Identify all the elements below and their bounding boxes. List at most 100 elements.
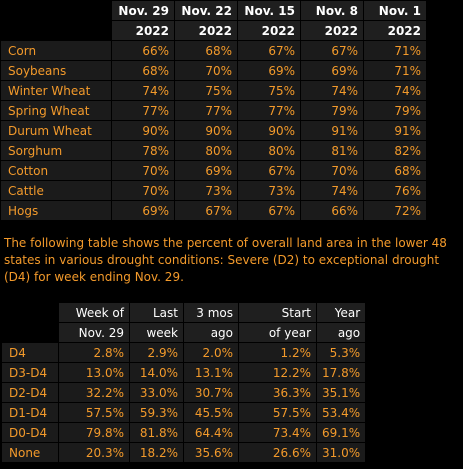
header-corner bbox=[2, 303, 58, 322]
table-row: Spring Wheat 77% 77% 77% 79% 79% bbox=[1, 101, 426, 120]
cell-value: 73% bbox=[238, 181, 300, 200]
cell-value: 66% bbox=[112, 41, 174, 60]
cell-value: 90% bbox=[175, 121, 237, 140]
cell-value: 68% bbox=[364, 161, 426, 180]
col-header-year: 2022 bbox=[364, 21, 426, 40]
cell-value: 33.0% bbox=[130, 383, 183, 402]
cell-value: 64.4% bbox=[184, 423, 238, 442]
header-corner bbox=[1, 21, 111, 40]
row-label: Spring Wheat bbox=[1, 101, 111, 120]
table-row: D0-D4 79.8% 81.8% 64.4% 73.4% 69.1% bbox=[2, 423, 366, 442]
cell-value: 70% bbox=[112, 181, 174, 200]
cell-value: 91% bbox=[301, 121, 363, 140]
cell-value: 71% bbox=[364, 41, 426, 60]
cell-value: 13.1% bbox=[184, 363, 238, 382]
cell-value: 14.0% bbox=[130, 363, 183, 382]
cell-value: 67% bbox=[238, 41, 300, 60]
cell-value: 2.9% bbox=[130, 343, 183, 362]
col-header: Nov. 29 bbox=[59, 323, 129, 342]
col-header: of year bbox=[239, 323, 316, 342]
col-header: week bbox=[130, 323, 183, 342]
table-row: Cotton 70% 69% 67% 70% 68% bbox=[1, 161, 426, 180]
cell-value: 68% bbox=[112, 61, 174, 80]
cell-value: 90% bbox=[112, 121, 174, 140]
col-header: Start bbox=[239, 303, 316, 322]
cell-value: 17.8% bbox=[317, 363, 366, 382]
header-corner bbox=[1, 1, 111, 20]
col-header-date: Nov. 29 bbox=[112, 1, 174, 20]
cell-value: 69.1% bbox=[317, 423, 366, 442]
cell-value: 53.4% bbox=[317, 403, 366, 422]
cell-value: 74% bbox=[112, 81, 174, 100]
cell-value: 20.3% bbox=[59, 443, 129, 462]
col-header: Week of bbox=[59, 303, 129, 322]
cell-value: 77% bbox=[175, 101, 237, 120]
cell-value: 67% bbox=[175, 201, 237, 220]
cell-value: 32.2% bbox=[59, 383, 129, 402]
row-label: Hogs bbox=[1, 201, 111, 220]
table-row: D2-D4 32.2% 33.0% 30.7% 36.3% 35.1% bbox=[2, 383, 366, 402]
table-row: D3-D4 13.0% 14.0% 13.1% 12.2% 17.8% bbox=[2, 363, 366, 382]
cell-value: 67% bbox=[238, 201, 300, 220]
cell-value: 71% bbox=[364, 61, 426, 80]
cell-value: 73.4% bbox=[239, 423, 316, 442]
drought-condition-table: Week of Last 3 mos Start Year Nov. 29 we… bbox=[1, 302, 366, 463]
cell-value: 82% bbox=[364, 141, 426, 160]
cell-value: 13.0% bbox=[59, 363, 129, 382]
row-label: Corn bbox=[1, 41, 111, 60]
row-label: D3-D4 bbox=[2, 363, 58, 382]
header-row-dates: Nov. 29 Nov. 22 Nov. 15 Nov. 8 Nov. 1 bbox=[1, 1, 426, 20]
cell-value: 91% bbox=[364, 121, 426, 140]
table-row: Hogs 69% 67% 67% 66% 72% bbox=[1, 201, 426, 220]
cell-value: 81% bbox=[301, 141, 363, 160]
col-header: Last bbox=[130, 303, 183, 322]
cell-value: 79.8% bbox=[59, 423, 129, 442]
col-header: Year bbox=[317, 303, 366, 322]
col-header: 3 mos bbox=[184, 303, 238, 322]
cell-value: 59.3% bbox=[130, 403, 183, 422]
cell-value: 30.7% bbox=[184, 383, 238, 402]
cell-value: 90% bbox=[238, 121, 300, 140]
col-header-date: Nov. 22 bbox=[175, 1, 237, 20]
row-label: D1-D4 bbox=[2, 403, 58, 422]
table-row: Corn 66% 68% 67% 67% 71% bbox=[1, 41, 426, 60]
cell-value: 68% bbox=[175, 41, 237, 60]
cell-value: 76% bbox=[364, 181, 426, 200]
row-label: Durum Wheat bbox=[1, 121, 111, 140]
cell-value: 79% bbox=[301, 101, 363, 120]
table-row: D4 2.8% 2.9% 2.0% 1.2% 5.3% bbox=[2, 343, 366, 362]
row-label: Winter Wheat bbox=[1, 81, 111, 100]
row-label: Soybeans bbox=[1, 61, 111, 80]
cell-value: 81.8% bbox=[130, 423, 183, 442]
table-row: None 20.3% 18.2% 35.6% 26.6% 31.0% bbox=[2, 443, 366, 462]
row-label: D0-D4 bbox=[2, 423, 58, 442]
header-row-bottom: Nov. 29 week ago of year ago bbox=[2, 323, 366, 342]
table-row: Durum Wheat 90% 90% 90% 91% 91% bbox=[1, 121, 426, 140]
cell-value: 69% bbox=[301, 61, 363, 80]
cell-value: 79% bbox=[364, 101, 426, 120]
col-header-year: 2022 bbox=[238, 21, 300, 40]
cell-value: 77% bbox=[238, 101, 300, 120]
cell-value: 75% bbox=[175, 81, 237, 100]
row-label: D2-D4 bbox=[2, 383, 58, 402]
cell-value: 35.6% bbox=[184, 443, 238, 462]
row-label: Cattle bbox=[1, 181, 111, 200]
cell-value: 67% bbox=[301, 41, 363, 60]
row-label: Cotton bbox=[1, 161, 111, 180]
cell-value: 72% bbox=[364, 201, 426, 220]
col-header-year: 2022 bbox=[301, 21, 363, 40]
cell-value: 2.0% bbox=[184, 343, 238, 362]
header-corner bbox=[2, 323, 58, 342]
cell-value: 70% bbox=[301, 161, 363, 180]
cell-value: 12.2% bbox=[239, 363, 316, 382]
cell-value: 67% bbox=[238, 161, 300, 180]
cell-value: 70% bbox=[112, 161, 174, 180]
table-row: D1-D4 57.5% 59.3% 45.5% 57.5% 53.4% bbox=[2, 403, 366, 422]
table-row: Cattle 70% 73% 73% 74% 76% bbox=[1, 181, 426, 200]
header-row-top: Week of Last 3 mos Start Year bbox=[2, 303, 366, 322]
table-row: Winter Wheat 74% 75% 75% 74% 74% bbox=[1, 81, 426, 100]
col-header: ago bbox=[184, 323, 238, 342]
cell-value: 73% bbox=[175, 181, 237, 200]
table-row: Sorghum 78% 80% 80% 81% 82% bbox=[1, 141, 426, 160]
cell-value: 77% bbox=[112, 101, 174, 120]
